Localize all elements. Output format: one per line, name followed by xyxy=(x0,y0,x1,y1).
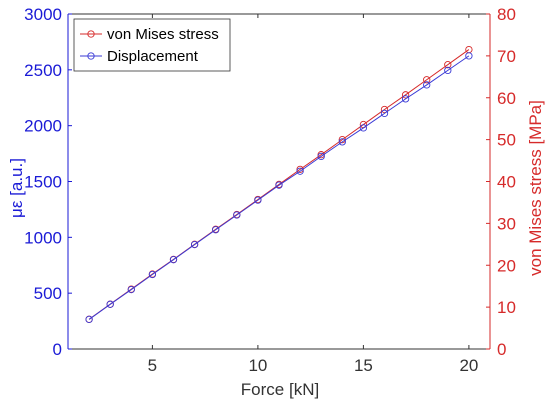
von-mises-stress-point xyxy=(401,91,410,99)
x-tick-label: 20 xyxy=(459,356,478,375)
legend-von-mises-stress-label: von Mises stress xyxy=(107,26,219,43)
displacement-point xyxy=(380,109,389,118)
displacement-point xyxy=(401,95,410,103)
left-y-tick-label: 2500 xyxy=(24,61,62,80)
displacement-point xyxy=(317,152,325,161)
left-y-tick-label: 1500 xyxy=(24,173,62,192)
x-tick-label: 5 xyxy=(148,356,157,375)
x-axis-label: Force [kN] xyxy=(241,380,319,399)
displacement-point xyxy=(212,226,220,234)
series-layer xyxy=(85,45,473,324)
right-y-axis-label: von Mises stress [MPa] xyxy=(526,100,545,276)
displacement-point xyxy=(254,196,262,204)
right-y-tick-label: 30 xyxy=(497,214,516,233)
left-y-tick-label: 500 xyxy=(34,284,62,303)
displacement-point xyxy=(106,300,114,308)
axes: 5 10 15 20 0 500 1000 1500 2000 2500 3000 0 10 20 30 40… xyxy=(24,5,516,375)
displacement-point xyxy=(465,52,473,60)
right-y-tick-label: 0 xyxy=(497,340,506,359)
right-y-tick-label: 40 xyxy=(497,173,516,192)
left-y-tick-label: 3000 xyxy=(24,5,62,24)
right-y-tick-label: 70 xyxy=(497,47,516,66)
left-y-axis-label: με [a.u.] xyxy=(7,158,26,218)
legend-displacement-marker xyxy=(87,52,95,60)
displacement-point xyxy=(127,285,135,294)
displacement-point xyxy=(296,167,304,175)
displacement-point xyxy=(85,315,93,324)
von-mises-stress-point xyxy=(444,61,452,69)
legend-displacement-label: Displacement xyxy=(107,48,199,65)
right-y-tick-label: 50 xyxy=(497,131,516,150)
displacement-line xyxy=(88,55,470,320)
von-mises-stress-point xyxy=(380,105,389,114)
displacement-point xyxy=(359,124,368,132)
left-y-tick-label: 1000 xyxy=(24,228,62,247)
displacement-point xyxy=(148,270,157,279)
left-y-tick-label: 0 xyxy=(53,340,62,359)
displacement-point xyxy=(423,81,431,89)
displacement-point xyxy=(275,181,283,189)
legend-box xyxy=(73,18,231,72)
x-tick-label: 15 xyxy=(354,356,373,375)
displacement-point xyxy=(233,211,241,219)
right-y-tick-label: 80 xyxy=(497,5,516,24)
displacement-point xyxy=(444,66,452,75)
x-tick-label: 10 xyxy=(248,356,267,375)
displacement-point xyxy=(190,240,199,249)
displacement-point xyxy=(169,256,178,264)
right-y-tick-label: 20 xyxy=(497,256,516,275)
right-y-tick-label: 60 xyxy=(497,89,516,108)
left-y-tick-label: 2000 xyxy=(24,117,62,136)
von-mises-stress-point xyxy=(423,76,431,84)
legend-von-mises-stress-marker xyxy=(87,30,95,38)
right-y-tick-label: 10 xyxy=(497,298,516,317)
displacement-point xyxy=(338,138,346,146)
legend: von Mises stress Displacement xyxy=(73,18,231,72)
